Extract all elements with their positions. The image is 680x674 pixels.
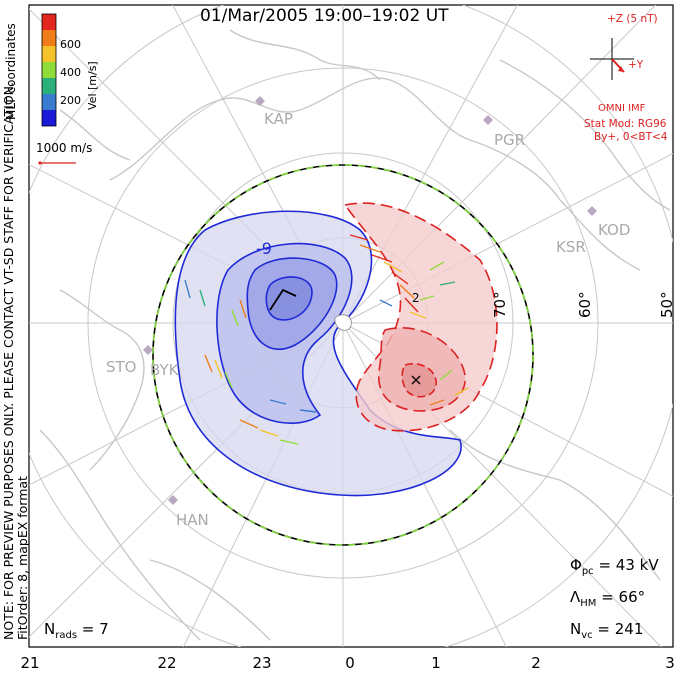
dusk-cell-contour-4 bbox=[265, 276, 313, 321]
imf-condition: By+, 0<BT<4 bbox=[594, 131, 668, 143]
station-ksr: KSR bbox=[556, 238, 586, 256]
station-sto: STO bbox=[106, 358, 137, 376]
nrads-stat: Nrads = 7 bbox=[44, 620, 109, 641]
station-labels: KAP PGR KOD KSR STO BYK HAN bbox=[106, 110, 630, 529]
coords-label: MLT coordinates bbox=[4, 23, 18, 120]
lat-label-60: 60° bbox=[576, 291, 594, 318]
imf-model: Stat Mod: RG96 bbox=[584, 118, 667, 130]
station-han: HAN bbox=[176, 511, 209, 529]
map-title: 01/Mar/2005 19:00–19:02 UT bbox=[200, 6, 449, 26]
imf-z-label: +Z (5 nT) bbox=[607, 13, 658, 25]
nvc-stat: Nvc = 241 bbox=[570, 620, 644, 641]
contour-label-neg: -9 bbox=[256, 239, 272, 258]
preview-note: NOTE: FOR PREVIEW PURPOSES ONLY. PLEASE … bbox=[1, 82, 16, 640]
fit-order: FitOrder: 8, mapEX format bbox=[15, 476, 30, 640]
mlt-tick-1: 1 bbox=[431, 654, 441, 672]
lat-label-70: 70° bbox=[491, 291, 509, 318]
mlt-tick-2: 2 bbox=[531, 654, 541, 672]
colorbar-label: Vel [m/s] bbox=[86, 61, 99, 110]
scale-vector-origin bbox=[38, 161, 42, 165]
velocity-vectors bbox=[184, 234, 469, 445]
pole-marker bbox=[334, 314, 352, 331]
lambda-hm-stat: ΛHM = 66° bbox=[570, 588, 646, 609]
contour-label-pos: 2 bbox=[412, 291, 420, 305]
mlt-tick-23: 23 bbox=[252, 654, 271, 672]
imf-y-label: +Y bbox=[628, 59, 644, 71]
mlt-tick-3: 3 bbox=[665, 654, 675, 672]
latitude-labels: 70° 60° 50° bbox=[491, 291, 676, 318]
station-markers bbox=[143, 96, 597, 505]
mlt-tick-0: 0 bbox=[345, 654, 355, 672]
mlt-tick-labels: 21 22 23 0 1 2 3 bbox=[20, 654, 674, 672]
imf-source: OMNI IMF bbox=[598, 103, 646, 114]
dusk-potential-min bbox=[269, 288, 297, 311]
dawn-cell-contour-3 bbox=[401, 363, 437, 398]
imf-text: +Z (5 nT) +Y OMNI IMF Stat Mod: RG96 By+… bbox=[584, 13, 668, 143]
coastlines bbox=[39, 29, 671, 641]
velocity-colorbar: 600 400 200 Vel [m/s] bbox=[41, 13, 99, 127]
colorbar-tick-200: 200 bbox=[60, 94, 81, 107]
station-pgr: PGR bbox=[494, 131, 525, 149]
imf-dial bbox=[590, 38, 634, 80]
station-kod: KOD bbox=[598, 221, 630, 239]
mlt-tick-22: 22 bbox=[157, 654, 176, 672]
scale-label: 1000 m/s bbox=[36, 141, 92, 155]
mlt-tick-21: 21 bbox=[20, 654, 39, 672]
hm-boundary-dash bbox=[152, 164, 534, 546]
dawn-potential-max bbox=[411, 375, 421, 385]
side-note: NOTE: FOR PREVIEW PURPOSES ONLY. PLEASE … bbox=[1, 82, 30, 640]
colorbar-tick-600: 600 bbox=[60, 38, 81, 51]
phi-pc-stat: Φpc = 43 kV bbox=[570, 556, 659, 577]
station-byk: BYK bbox=[150, 361, 180, 379]
station-kap: KAP bbox=[264, 110, 293, 128]
colorbar-tick-400: 400 bbox=[60, 66, 81, 79]
lat-label-50: 50° bbox=[658, 291, 676, 318]
